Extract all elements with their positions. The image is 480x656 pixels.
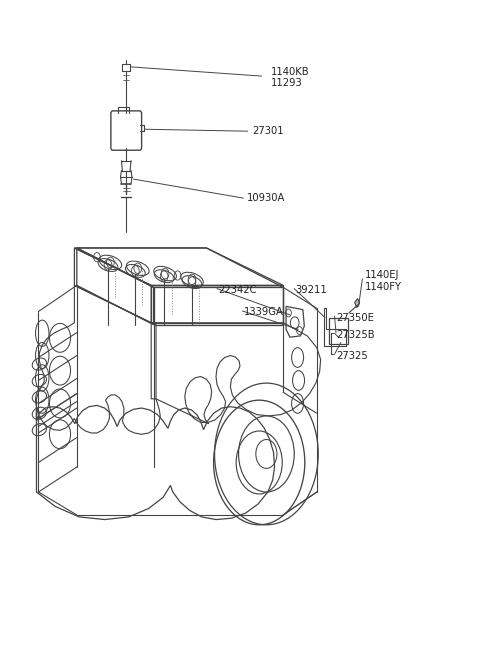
Text: 1140KB
11293: 1140KB 11293: [271, 67, 310, 88]
Text: 27325B: 27325B: [336, 329, 374, 340]
Text: 1339GA: 1339GA: [244, 307, 284, 318]
Text: 22342C: 22342C: [218, 285, 257, 295]
Text: 27325: 27325: [336, 350, 368, 361]
Polygon shape: [355, 298, 360, 308]
Text: 10930A: 10930A: [247, 193, 286, 203]
Text: 27301: 27301: [252, 126, 284, 136]
Text: 39211: 39211: [295, 285, 327, 295]
Text: 1140EJ
1140FY: 1140EJ 1140FY: [365, 270, 402, 291]
Text: 27350E: 27350E: [336, 312, 374, 323]
